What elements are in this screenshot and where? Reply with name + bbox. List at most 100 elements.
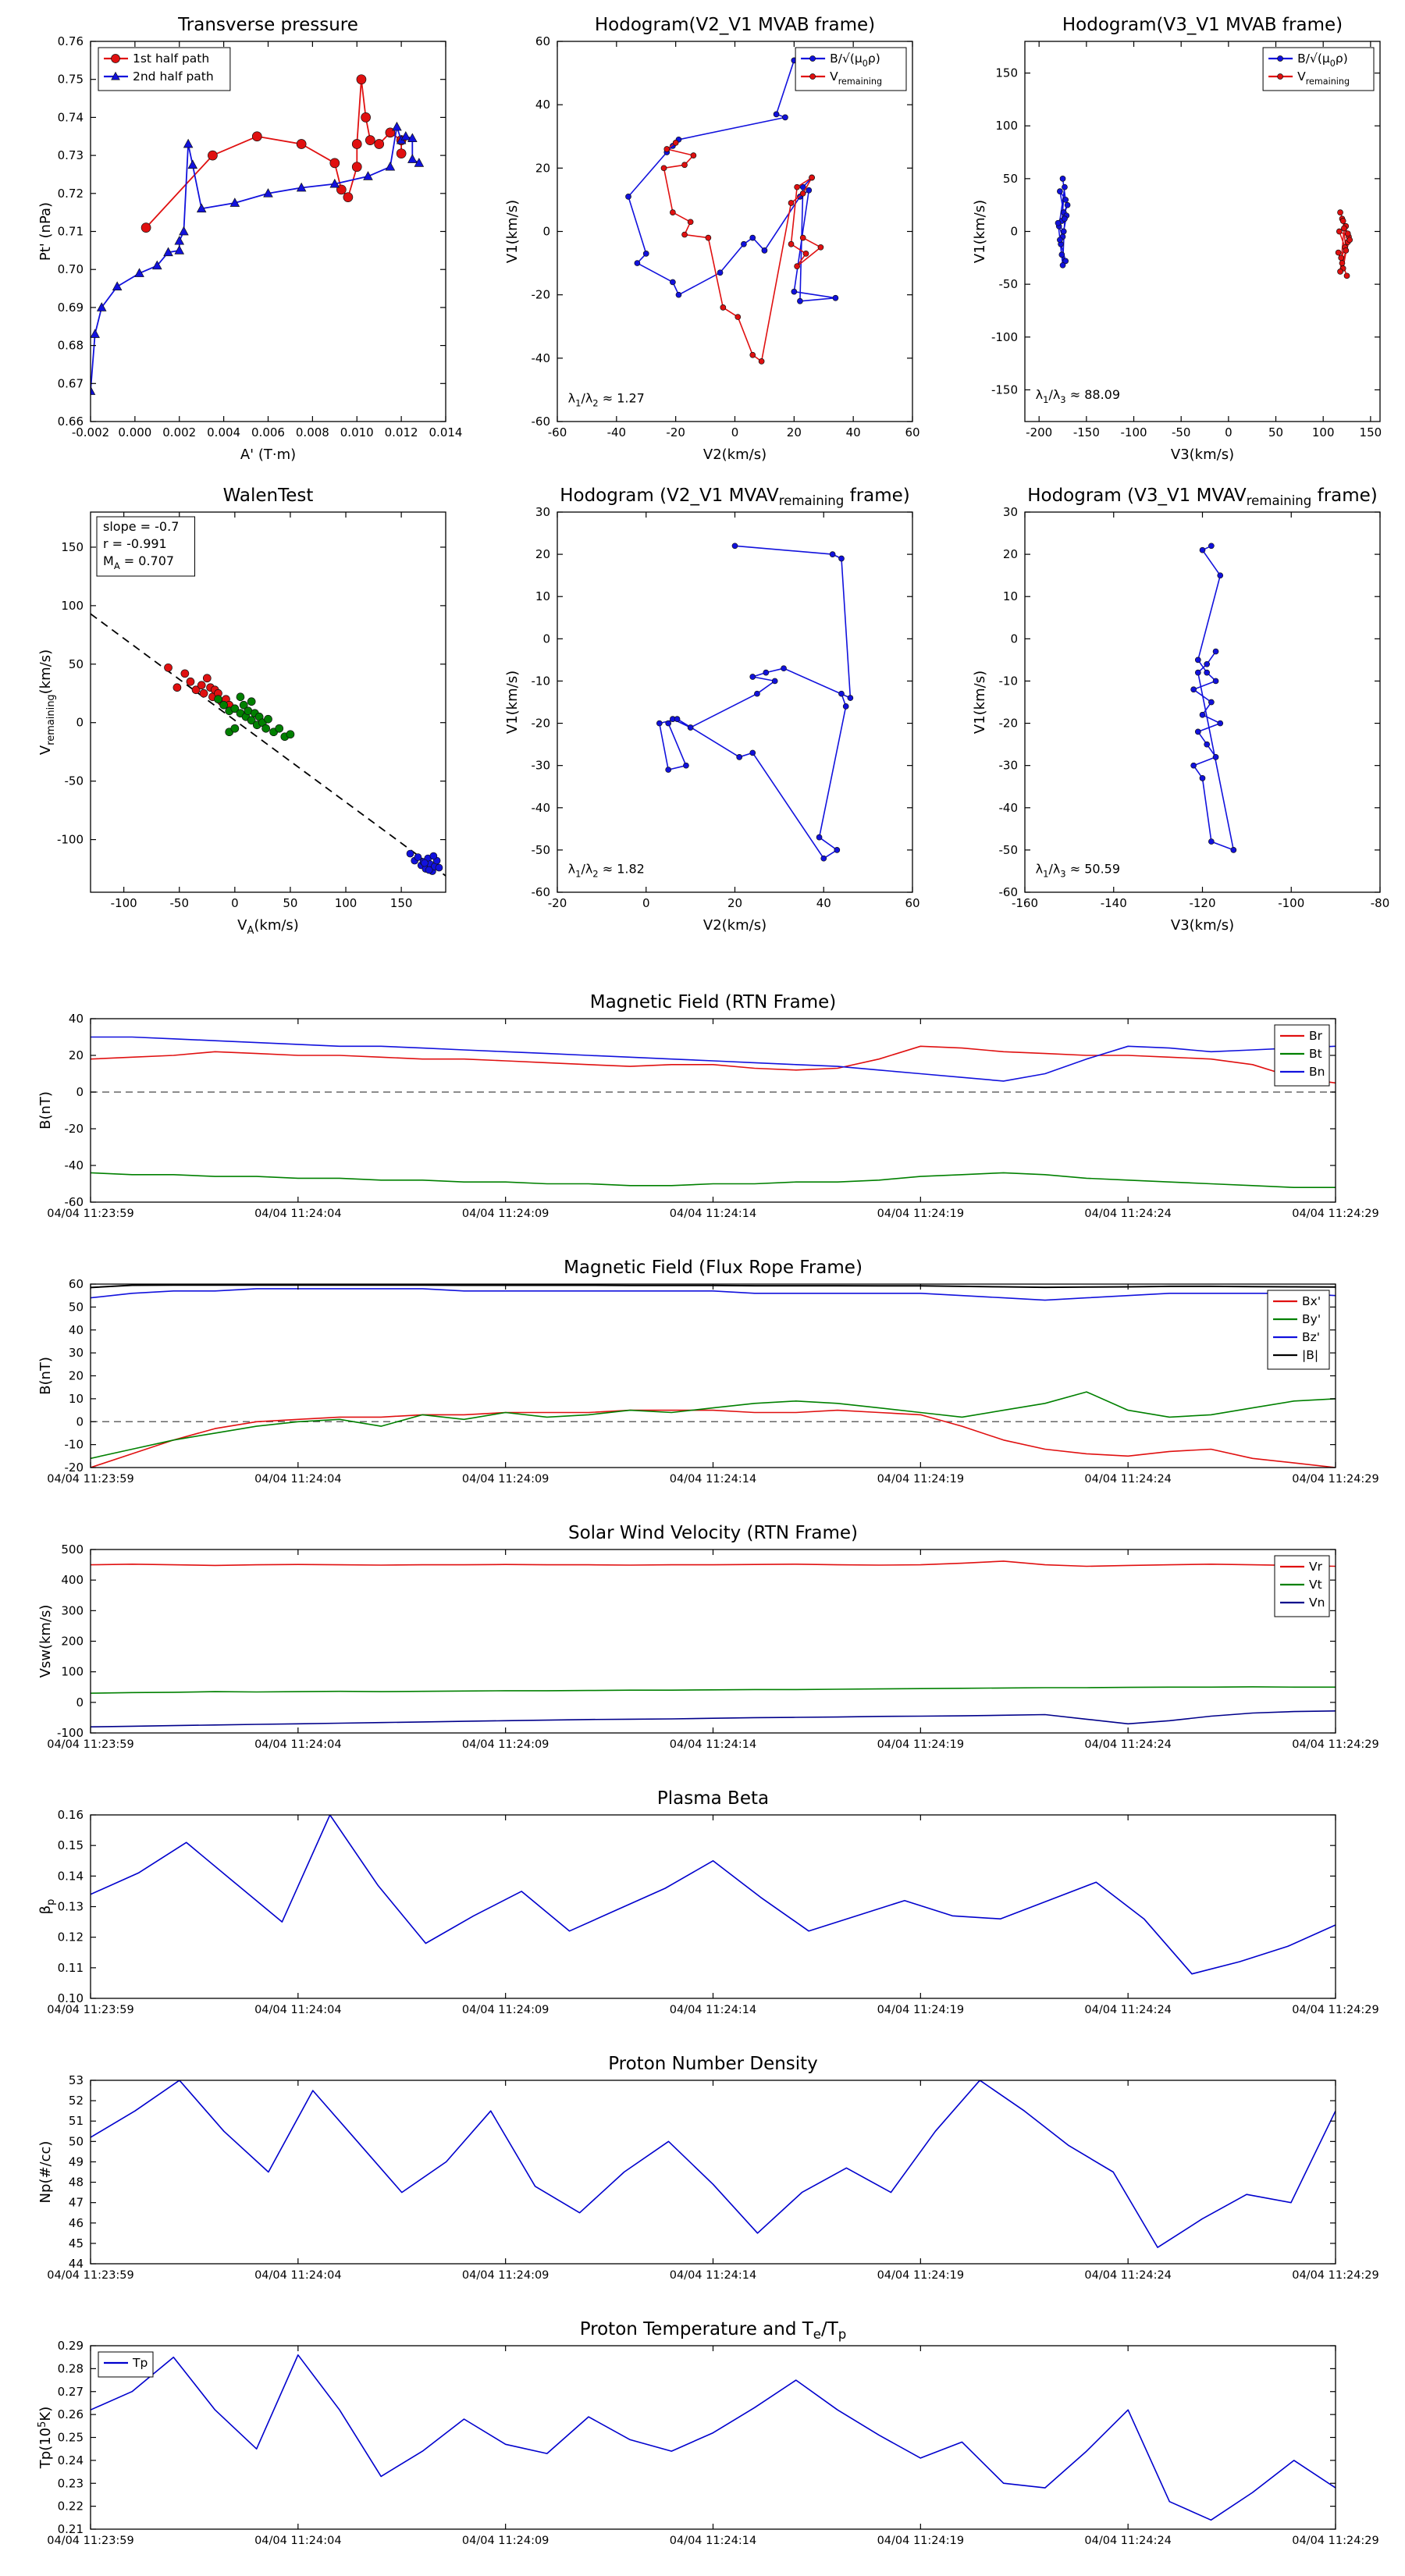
legend-label: Bn [1309, 1065, 1325, 1079]
x-tick-label: 50 [283, 896, 297, 910]
transverse-pressure-ylabel: Pt' (nPa) [37, 202, 54, 261]
legend-label: 1st half path [133, 52, 209, 66]
x-tick-label: 04/04 11:24:24 [1084, 1738, 1172, 1751]
hodogram-v2v1-mvab-series-group [625, 57, 839, 365]
x-tick-label: 100 [335, 896, 357, 910]
proton-density-series-group [91, 2080, 1336, 2248]
y-tick-label: 40 [535, 98, 550, 112]
b-rtn-svg: 04/04 11:23:59 04/04 11:24:04 04/04 11:24:… [37, 992, 1379, 1220]
y-tick-label: -100 [57, 833, 84, 847]
infobox-line: MA = 0.707 [103, 553, 174, 571]
x-tick-label: 04/04 11:24:14 [670, 1473, 757, 1485]
x-tick-label: -50 [170, 896, 190, 910]
y-tick-label: -100 [991, 330, 1018, 344]
hodogram-v2v1-mvab-ylabel: V1(km/s) [504, 200, 521, 263]
x-tick-label: 04/04 11:24:29 [1292, 1738, 1379, 1751]
y-tick-label: -20 [999, 717, 1019, 731]
y-tick-label: -10 [532, 674, 551, 688]
y-tick-label: 10 [69, 1392, 84, 1406]
x-tick-label: 0.006 [251, 425, 285, 439]
panel-hodogram-v3v1-mvab: -200 -150 -100 -50 0 50 100 150 -150 -100 -50 0 50 10… [959, 6, 1392, 468]
y-tick-label: -40 [532, 801, 551, 815]
proton-density-title: Proton Number Density [608, 2054, 818, 2074]
vsw-rtn-svg: 04/04 11:23:59 04/04 11:24:04 04/04 11:24:… [37, 1523, 1379, 1751]
x-tick-label: 100 [1312, 425, 1335, 439]
hodogram-v3v1-mvav-svg: -160 -140 -120 -100 -80-60-50-40-30-20-10010… [972, 486, 1389, 934]
legend-label: Bx' [1302, 1294, 1321, 1308]
plasma-beta-series-group [91, 1815, 1336, 1975]
hodogram-v3v1-mvav-xlabel: V3(km/s) [1171, 917, 1234, 934]
plasma-beta-svg: 04/04 11:23:59 04/04 11:24:04 04/04 11:24:… [37, 1788, 1379, 2016]
series-vr [91, 1560, 1336, 1567]
x-tick-label: 0.004 [207, 425, 240, 439]
b-fluxrope-legend: Bx' By' Bz' |B| [1267, 1290, 1330, 1370]
y-tick-label: 0.76 [58, 34, 84, 48]
legend-label: By' [1302, 1312, 1321, 1326]
y-tick-label: 200 [61, 1635, 84, 1649]
panel-solar-wind-velocity: 04/04 11:23:59 04/04 11:24:04 04/04 11:24:… [24, 1518, 1379, 1756]
y-tick-label: 100 [61, 599, 84, 613]
x-tick-label: 04/04 11:24:24 [1084, 1473, 1172, 1485]
x-tick-label: 40 [846, 425, 861, 439]
series-vn [91, 1710, 1336, 1727]
hodogram-v2v1-mvab-legend: B/√(μ0ρ)Vremaining [795, 47, 907, 91]
x-tick-label: 150 [390, 896, 413, 910]
plot-background [91, 1284, 1336, 1468]
walen-test-title: WalenTest [223, 486, 314, 506]
x-tick-label: 04/04 11:24:14 [670, 1738, 757, 1751]
x-tick-label: 0 [1225, 425, 1232, 439]
series-beta [91, 1815, 1336, 1975]
plot-background [557, 41, 912, 422]
proton-temp-svg: 04/04 11:23:59 04/04 11:24:04 04/04 11:24:… [37, 2319, 1379, 2547]
y-tick-label: 0.25 [58, 2431, 84, 2445]
x-tick-label: -100 [111, 896, 137, 910]
x-tick-label: 04/04 11:24:14 [670, 2535, 757, 2547]
y-tick-label: 50 [69, 2134, 84, 2148]
y-tick-label: 60 [69, 1277, 84, 1291]
panel-hodogram-v3v1-mvav: -160 -140 -120 -100 -80 -60 -50 -40 -30 -20 -10 0 10… [959, 477, 1392, 939]
y-tick-label: -20 [65, 1461, 84, 1475]
y-tick-label: 500 [61, 1542, 84, 1557]
x-tick-label: 60 [905, 896, 919, 910]
x-tick-label: 04/04 11:24:09 [462, 1738, 550, 1751]
y-tick-label: 0 [1010, 632, 1018, 646]
y-tick-label: 50 [1003, 172, 1018, 186]
y-tick-label: 100 [995, 119, 1018, 133]
x-tick-label: 40 [816, 896, 831, 910]
x-tick-label: 04/04 11:24:09 [462, 1473, 550, 1485]
b-rtn-legend: Br Bt Bn [1274, 1024, 1330, 1087]
vsw-rtn-title: Solar Wind Velocity (RTN Frame) [568, 1523, 858, 1543]
panel-magnetic-field-fluxrope: 04/04 11:23:59 04/04 11:24:04 04/04 11:24:… [24, 1253, 1379, 1491]
y-tick-label: 0.70 [58, 262, 84, 276]
panel-magnetic-field-rtn: 04/04 11:23:59 04/04 11:24:04 04/04 11:24:… [24, 987, 1379, 1226]
series-vt [91, 1686, 1336, 1694]
y-tick-label: 0 [76, 1085, 84, 1099]
y-tick-label: 0 [542, 632, 550, 646]
x-tick-label: -60 [548, 425, 567, 439]
y-tick-label: 20 [535, 547, 550, 561]
axes-frame [90, 511, 446, 893]
hodogram-v3v1-mvab-series-group [1055, 176, 1353, 279]
legend-label: Vremaining [830, 69, 882, 87]
b-fluxrope-svg: 04/04 11:23:59 04/04 11:24:04 04/04 11:24:… [37, 1258, 1379, 1485]
x-tick-label: -50 [1172, 425, 1191, 439]
hodogram-v2v1-mvav-title: Hodogram (V2_V1 MVAVremaining frame) [560, 486, 910, 508]
x-tick-label: 0 [231, 896, 239, 910]
y-tick-label: 0 [76, 1695, 84, 1710]
y-tick-label: 0.13 [58, 1900, 84, 1914]
vsw-rtn-legend: Vr Vt Vn [1274, 1555, 1330, 1617]
hodogram-v2v1-mvav-xlabel: V2(km/s) [703, 917, 767, 934]
y-tick-label: -50 [999, 277, 1019, 291]
y-tick-label: -40 [532, 351, 551, 365]
y-tick-label: 51 [69, 2114, 84, 2128]
y-tick-label: 0.27 [58, 2385, 84, 2399]
x-tick-label: -160 [1012, 896, 1038, 910]
x-tick-label: 04/04 11:24:24 [1084, 2004, 1172, 2016]
plasma-beta-ylabel: βp [37, 1899, 57, 1915]
y-tick-label: -60 [532, 885, 551, 899]
x-tick-label: 04/04 11:24:09 [462, 2004, 550, 2016]
y-tick-label: -10 [65, 1438, 84, 1452]
hodogram-v3v1-mvab-ylabel: V1(km/s) [972, 200, 988, 263]
x-tick-label: 0.014 [429, 425, 463, 439]
y-tick-label: -60 [65, 1195, 84, 1209]
